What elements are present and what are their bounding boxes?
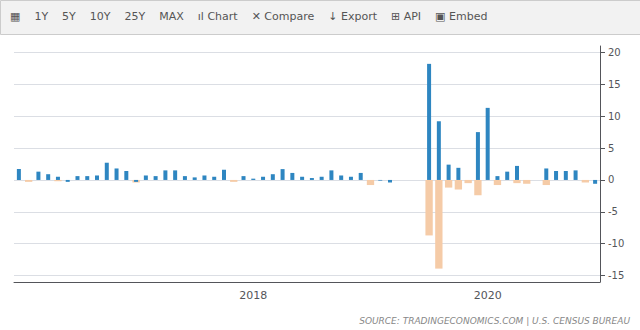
- svg-text:0: 0: [608, 174, 614, 185]
- svg-text:15: 15: [608, 79, 621, 90]
- svg-text:✕ Compare: ✕ Compare: [252, 10, 315, 23]
- svg-text:5: 5: [608, 143, 614, 154]
- svg-text:1Y: 1Y: [34, 10, 48, 23]
- svg-text:ıl Chart: ıl Chart: [198, 10, 239, 23]
- svg-text:5Y: 5Y: [62, 10, 76, 23]
- svg-text:↓ Export: ↓ Export: [328, 10, 377, 23]
- svg-text:-15: -15: [608, 270, 624, 281]
- svg-text:SOURCE: TRADINGECONOMICS.COM |: SOURCE: TRADINGECONOMICS.COM | U.S. CENS…: [359, 316, 630, 326]
- svg-text:⊞ API: ⊞ API: [391, 10, 421, 23]
- svg-text:-5: -5: [608, 206, 618, 217]
- svg-text:10Y: 10Y: [90, 10, 111, 23]
- svg-text:25Y: 25Y: [125, 10, 146, 23]
- svg-text:20: 20: [608, 47, 621, 58]
- svg-text:-10: -10: [608, 238, 624, 249]
- svg-text:10: 10: [608, 111, 621, 122]
- svg-text:▦: ▦: [10, 10, 20, 23]
- svg-text:2020: 2020: [474, 289, 502, 302]
- svg-text:2018: 2018: [239, 289, 267, 302]
- svg-text:MAX: MAX: [159, 10, 184, 23]
- svg-text:▣ Embed: ▣ Embed: [435, 10, 487, 23]
